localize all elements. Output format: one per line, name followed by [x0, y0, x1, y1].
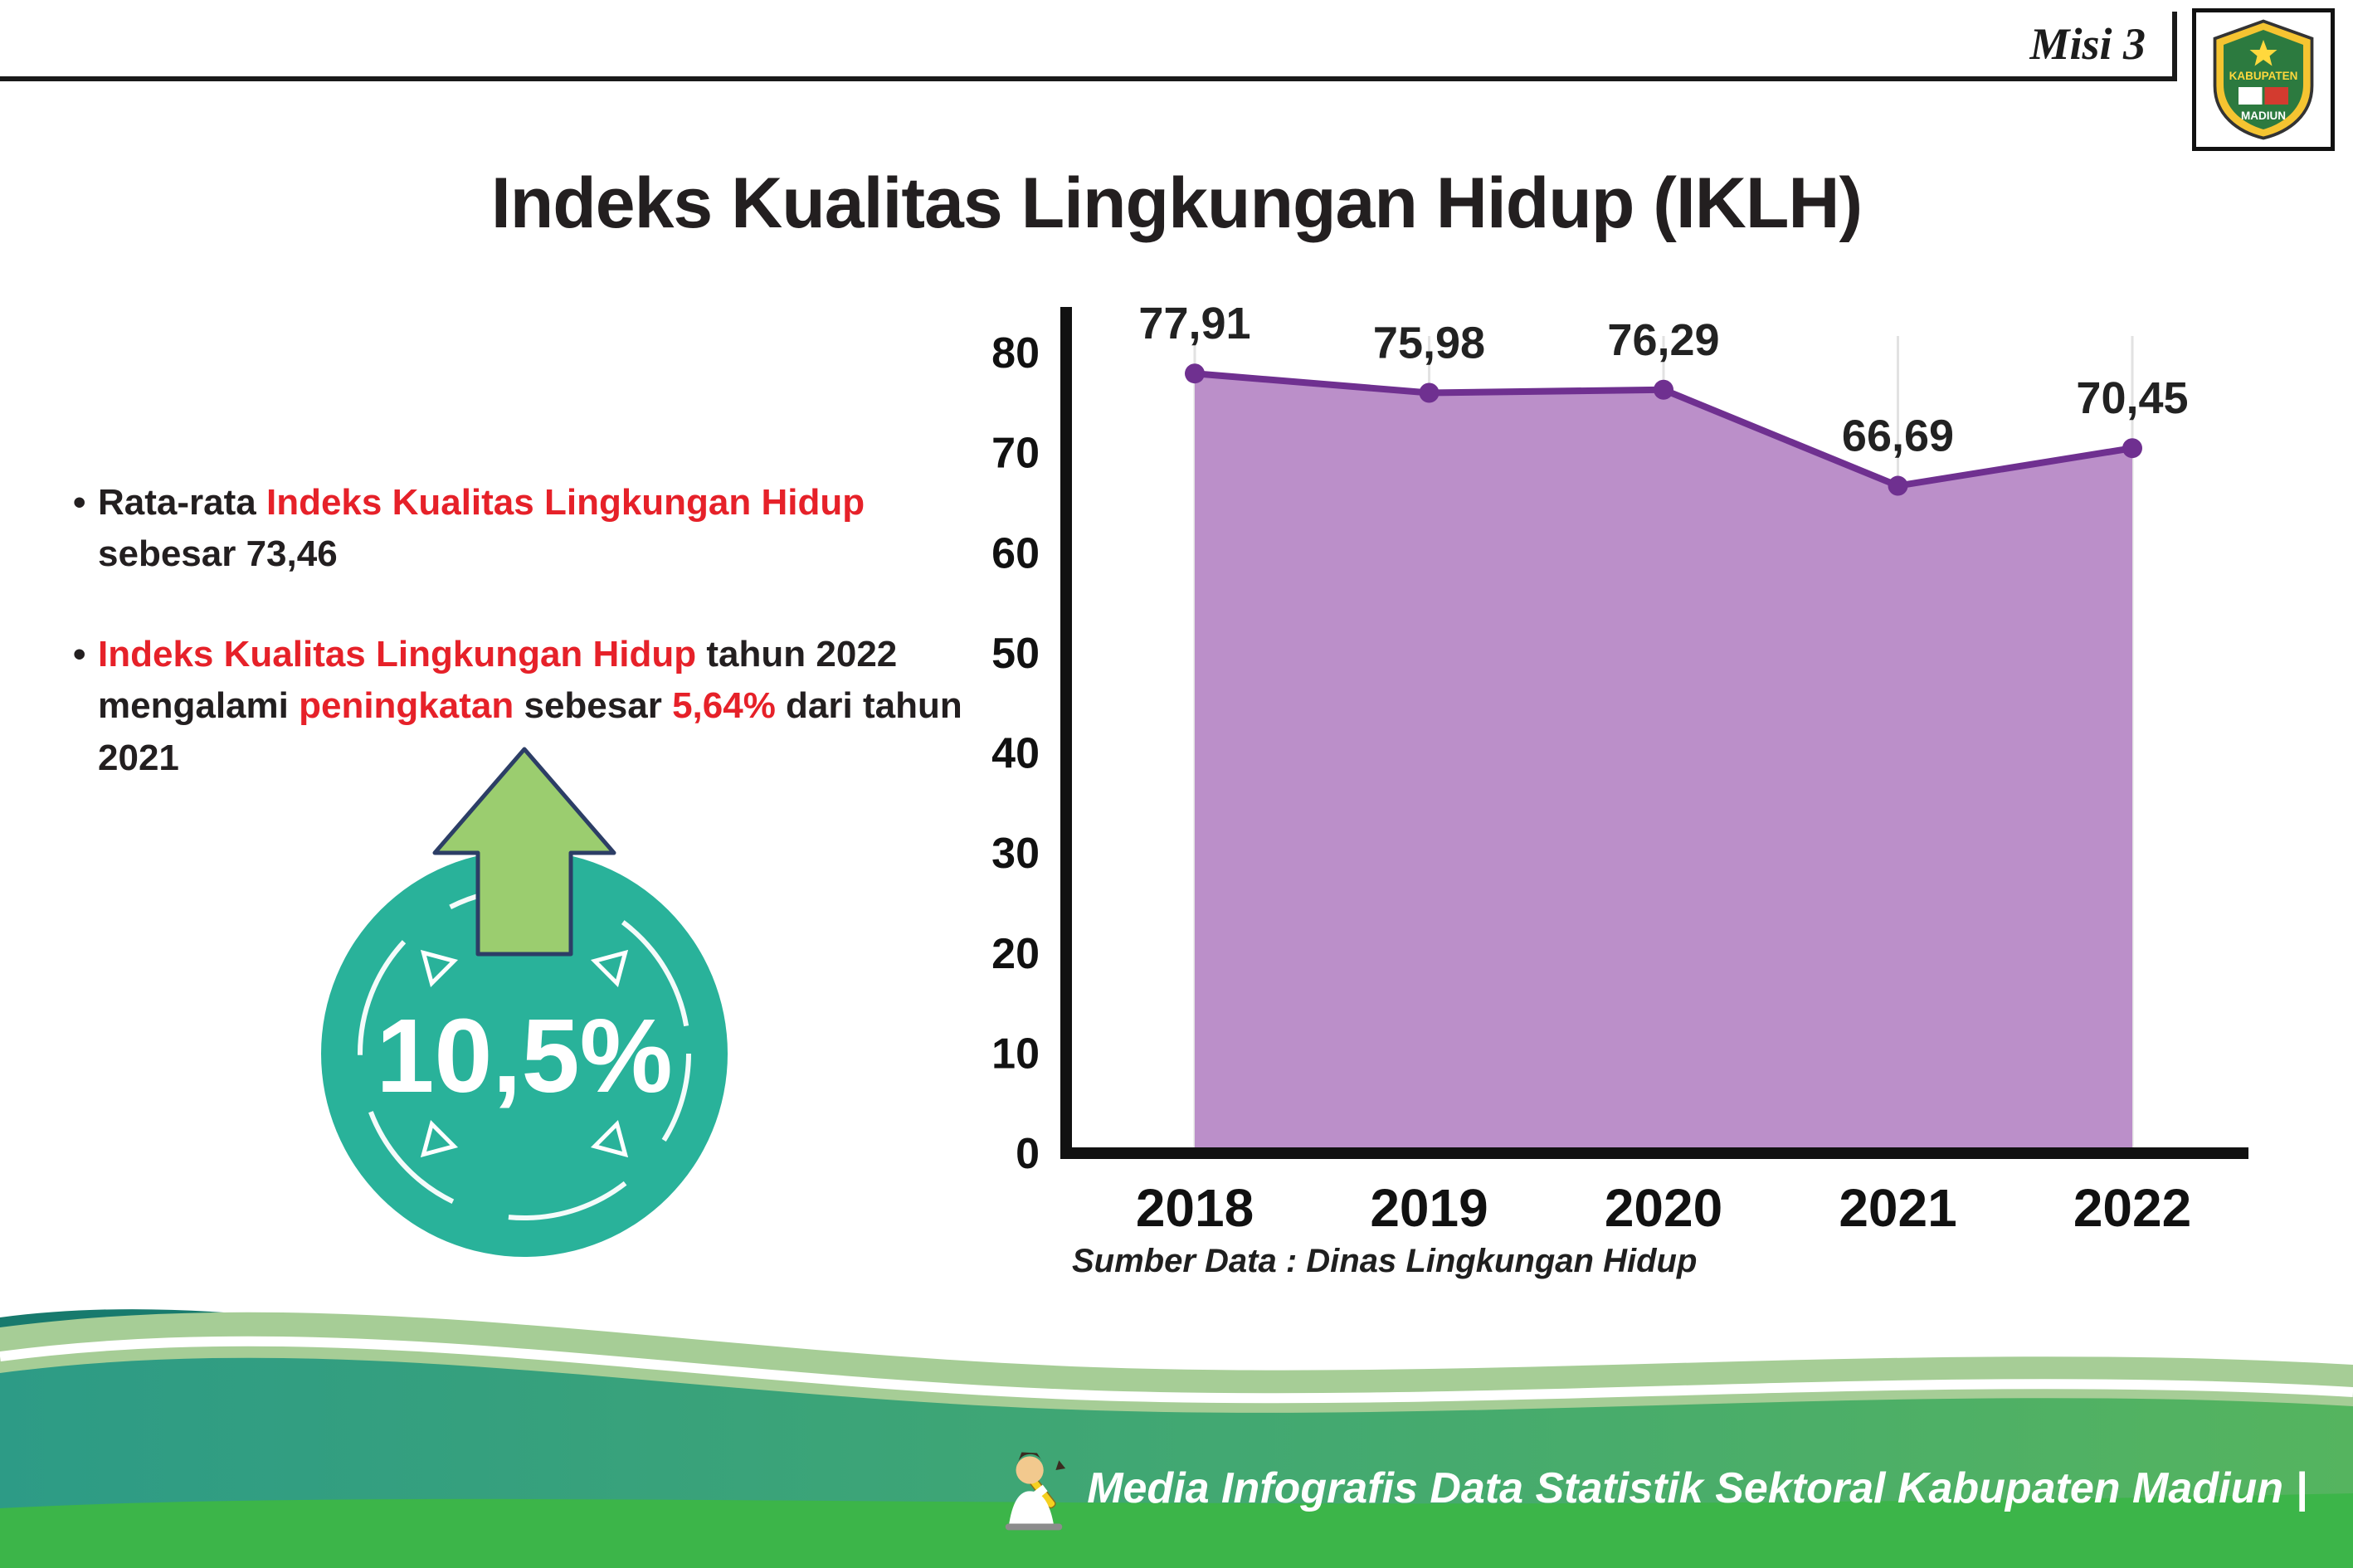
svg-text:70,45: 70,45 — [2076, 373, 2188, 423]
bullet-item: Indeks Kualitas Lingkungan Hidup tahun 2… — [73, 629, 973, 784]
svg-text:0: 0 — [1016, 1130, 1040, 1178]
footer-text: Media Infografis Data Statistik Sektoral… — [1087, 1464, 2307, 1512]
kabupaten-madiun-crest-icon: KABUPATEN MADIUN — [2213, 19, 2314, 140]
up-arrow-icon — [432, 747, 616, 957]
svg-text:50: 50 — [991, 630, 1040, 678]
iklh-chart: 77,91 75,98 76,29 66,69 70,45 0 10 20 30 40 50 60 70… — [991, 299, 2248, 1238]
svg-text:75,98: 75,98 — [1373, 318, 1485, 368]
page-title: Indeks Kualitas Lingkungan Hidup (IKLH) — [490, 163, 1863, 243]
footer-waves — [0, 1309, 2353, 1568]
badge-tick-triangle — [590, 949, 629, 988]
svg-text:10: 10 — [991, 1030, 1040, 1078]
svg-text:2021: 2021 — [1839, 1178, 1956, 1238]
svg-text:70: 70 — [991, 430, 1040, 478]
svg-text:76,29: 76,29 — [1607, 315, 1719, 365]
bullet-item: Rata-rata Indeks Kualitas Lingkungan Hid… — [73, 477, 973, 581]
svg-text:77,91: 77,91 — [1138, 299, 1250, 348]
badge-value: 10,5% — [376, 997, 672, 1114]
svg-text:2022: 2022 — [2073, 1178, 2191, 1238]
badge-tick-triangle — [590, 1119, 629, 1158]
chart-area: 77,91 75,98 76,29 66,69 70,45 0 10 20 30 40 50 60 70… — [979, 274, 2273, 1311]
svg-text:40: 40 — [991, 730, 1040, 778]
svg-text:2020: 2020 — [1605, 1178, 1722, 1238]
logo-bottom-text: MADIUN — [2241, 110, 2286, 122]
increase-badge-graphic: 10,5% — [321, 747, 728, 1257]
svg-text:60: 60 — [991, 529, 1040, 577]
logo-frame: KABUPATEN MADIUN — [2192, 8, 2335, 151]
svg-text:66,69: 66,69 — [1842, 411, 1954, 461]
svg-text:20: 20 — [991, 930, 1040, 978]
footer-caption: Media Infografis Data Statistik Sektoral… — [997, 1445, 2307, 1531]
top-rule — [0, 76, 2172, 81]
badge-tick-triangle — [420, 1119, 459, 1158]
badge-tick-triangle — [420, 949, 459, 988]
increase-badge: 10,5% — [315, 728, 747, 1268]
svg-text:2018: 2018 — [1136, 1178, 1254, 1238]
svg-text:2019: 2019 — [1370, 1178, 1488, 1238]
misi-label: Misi 3 — [2029, 19, 2146, 69]
svg-text:30: 30 — [991, 830, 1040, 878]
chart-source-note: Sumber Data : Dinas Lingkungan Hidup — [1072, 1243, 1698, 1279]
top-rule-corner — [2172, 12, 2177, 81]
mascot-icon — [1005, 1452, 1066, 1531]
logo-top-text: KABUPATEN — [2229, 70, 2298, 82]
svg-text:80: 80 — [991, 329, 1040, 377]
bullet-list: Rata-rata Indeks Kualitas Lingkungan Hid… — [73, 477, 973, 832]
